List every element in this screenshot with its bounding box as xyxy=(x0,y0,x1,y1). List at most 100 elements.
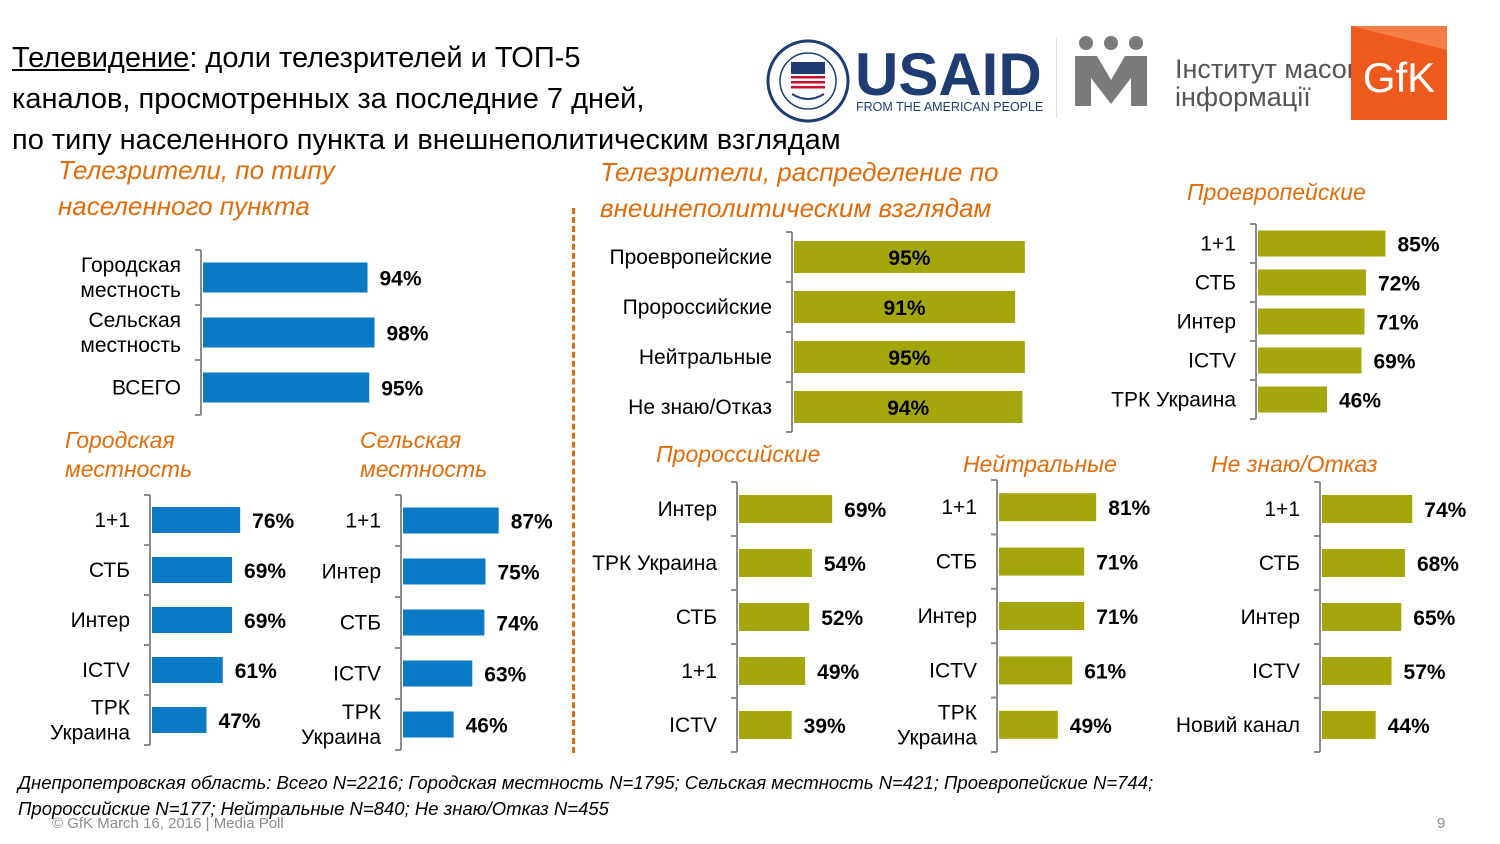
settlement-title-line1: Телезрители, по типу xyxy=(58,155,335,185)
rural-bar xyxy=(403,660,473,687)
pro_eu-bar xyxy=(1258,347,1362,374)
slide-title: Телевидение: доли телезрителей и ТОП-5 к… xyxy=(12,38,841,161)
settlement-title-line2: населенного пункта xyxy=(58,191,310,221)
footer-copyright: © GfK March 16, 2016 | Media Poll xyxy=(52,815,284,832)
rural-subtitle-line1: Сельская xyxy=(360,427,462,453)
dont_know-value-label: 65% xyxy=(1413,607,1455,630)
dont_know-value-label: 44% xyxy=(1388,715,1430,738)
title-line2: каналов, просмотренных за последние 7 дн… xyxy=(12,83,645,115)
imi-text-line1: Інститут масової xyxy=(1175,54,1384,84)
pro_eu-bar xyxy=(1258,386,1327,413)
urban-subtitle: Городская местность xyxy=(65,426,192,484)
pro_eu-category-label: СТБ xyxy=(1195,272,1236,295)
urban-bar xyxy=(152,607,233,633)
urban-category-label: ICTV xyxy=(82,659,130,682)
pro_ru-bar xyxy=(739,495,833,523)
urban-category-label: Интер xyxy=(71,609,130,632)
rural-subtitle-line2: местность xyxy=(360,456,488,482)
neutral-value-label: 71% xyxy=(1096,552,1138,575)
rural-category-label: 1+1 xyxy=(345,510,381,533)
foreign_policy-value-label: 95% xyxy=(888,247,930,270)
foreign_policy-category-label: Пророссийские xyxy=(623,296,772,319)
urban-bar xyxy=(152,507,241,533)
dont_know-value-label: 74% xyxy=(1424,499,1466,522)
dont_know-category-label: ICTV xyxy=(1252,660,1300,683)
pro_eu-value-label: 69% xyxy=(1374,351,1416,374)
settlement-bar xyxy=(203,317,375,348)
pro-ru-subtitle: Пророссийские xyxy=(656,441,821,467)
dont_know-category-label: Новий канал xyxy=(1176,714,1300,737)
dont_know-value-label: 57% xyxy=(1404,661,1446,684)
foreign-title-line1: Телезрители, распределение по xyxy=(600,157,999,187)
neutral-bar xyxy=(999,602,1085,630)
usaid-wordmark: USAID xyxy=(855,41,1042,108)
dont_know-category-label: СТБ xyxy=(1259,552,1300,575)
footnote-line1: Днепропетровская область: Всего N=2216; … xyxy=(18,772,1154,793)
pro_ru-category-label: Интер xyxy=(658,498,717,521)
settlement-value-label: 98% xyxy=(387,323,429,346)
pro_eu-category-label: ТРК Украина xyxy=(1111,389,1236,412)
usaid-tagline: FROM THE AMERICAN PEOPLE xyxy=(856,100,1043,114)
rural-bar xyxy=(403,558,486,585)
neutral-value-label: 49% xyxy=(1070,715,1112,738)
dont-know-subtitle: Не знаю/Отказ xyxy=(1211,451,1378,477)
pro_eu-bar xyxy=(1258,269,1366,296)
pro_eu-category-label: 1+1 xyxy=(1200,233,1236,256)
foreign_policy-bar xyxy=(794,241,1025,273)
pro_eu-bar xyxy=(1258,230,1386,257)
rural-category-label: Украина xyxy=(301,726,381,749)
pro_ru-bar xyxy=(739,549,812,577)
gfk-wordmark: GfK xyxy=(1363,54,1435,101)
section-divider xyxy=(572,208,575,753)
settlement-category-label: Городская xyxy=(81,254,181,277)
title-underlined: Телевидение xyxy=(12,42,190,74)
pro_eu-category-label: ICTV xyxy=(1188,350,1236,373)
dont_know-value-label: 68% xyxy=(1417,553,1459,576)
pro_ru-bar xyxy=(739,603,810,631)
neutral-bar xyxy=(999,710,1058,739)
pro_eu-value-label: 71% xyxy=(1377,312,1419,335)
pro_eu-value-label: 46% xyxy=(1339,390,1381,413)
rural-value-label: 63% xyxy=(484,664,526,687)
neutral-value-label: 81% xyxy=(1108,497,1150,520)
pro_ru-category-label: 1+1 xyxy=(681,660,717,683)
neutral-category-label: 1+1 xyxy=(941,496,977,519)
settlement-category-label: Сельская xyxy=(88,309,181,332)
neutral-value-label: 61% xyxy=(1084,660,1126,683)
urban-bar xyxy=(152,557,233,583)
foreign_policy-value-label: 91% xyxy=(884,297,926,320)
foreign_policy-bar xyxy=(794,291,1016,323)
rural-category-label: ICTV xyxy=(333,663,381,686)
neutral-bar xyxy=(999,547,1085,576)
dont_know-category-label: Интер xyxy=(1241,606,1300,629)
title-line3: по типу населенного пункта и внешнеполит… xyxy=(12,124,841,156)
rural-subtitle: Сельская местность xyxy=(360,426,487,484)
pro_ru-value-label: 52% xyxy=(821,607,863,630)
rural-category-label: СТБ xyxy=(340,612,381,635)
urban-value-label: 69% xyxy=(244,610,286,633)
foreign_policy-bar xyxy=(794,391,1023,423)
rural-value-label: 46% xyxy=(466,715,508,738)
pro-eu-subtitle: Проевропейские xyxy=(1187,179,1366,205)
neutral-value-label: 71% xyxy=(1096,606,1138,629)
pro_ru-value-label: 69% xyxy=(844,499,886,522)
foreign_policy-category-label: Нейтральные xyxy=(639,346,772,369)
settlement-category-label: ВСЕГО xyxy=(112,377,181,400)
foreign_policy-value-label: 95% xyxy=(888,347,930,370)
urban-category-label: СТБ xyxy=(89,559,130,582)
urban-category-label: ТРК xyxy=(91,697,131,720)
urban-value-label: 47% xyxy=(219,710,261,733)
dont_know-bar xyxy=(1322,603,1402,631)
foreign_policy-category-label: Проевропейские xyxy=(609,246,772,269)
urban-bar xyxy=(152,657,223,683)
settlement-bar xyxy=(203,372,370,403)
foreign_policy-category-label: Не знаю/Отказ xyxy=(628,396,772,419)
page-number: 9 xyxy=(1437,815,1446,832)
neutral-category-label: Украина xyxy=(897,726,977,749)
footnote: Днепропетровская область: Всего N=2216; … xyxy=(18,770,1153,822)
rural-bar xyxy=(403,609,485,636)
neutral-category-label: ICTV xyxy=(929,659,977,682)
usaid-seal-logo xyxy=(766,39,850,123)
neutral-subtitle: Нейтральные xyxy=(963,451,1117,477)
